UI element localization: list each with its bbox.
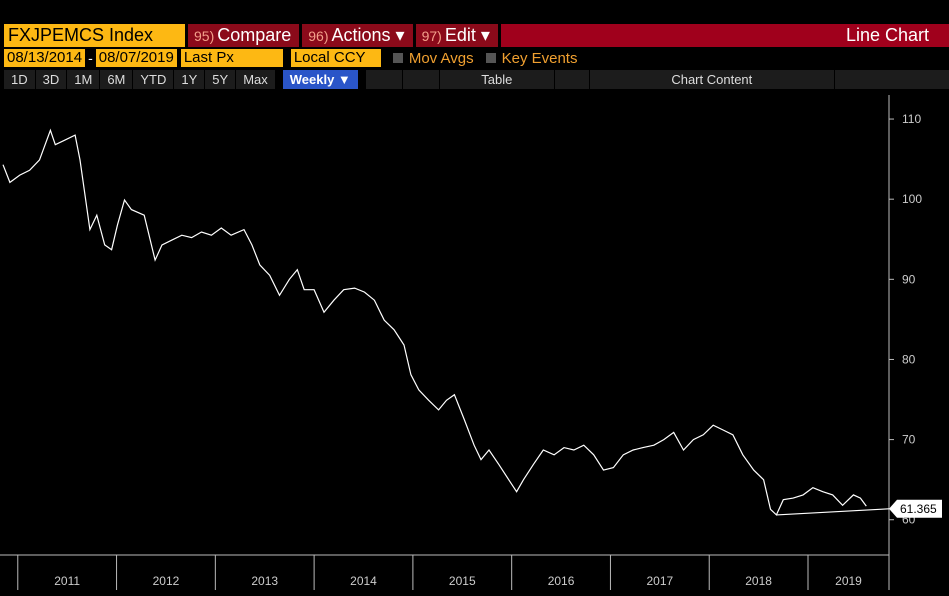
- chart-content[interactable]: Chart Content: [589, 69, 834, 89]
- field-select[interactable]: Last Px: [180, 49, 283, 67]
- view-title: Line Chart: [500, 24, 949, 47]
- x-tick-label: 2014: [350, 574, 377, 588]
- chart-type-button[interactable]: [365, 69, 402, 89]
- settings-button[interactable]: [834, 69, 949, 89]
- actions-menu[interactable]: 96) Actions ▾: [302, 24, 413, 47]
- x-tick-label: 2012: [153, 574, 180, 588]
- start-date[interactable]: 08/13/2014: [4, 49, 86, 67]
- last-value-label: 61.365: [900, 502, 937, 516]
- frequency[interactable]: Weekly ▼: [282, 69, 358, 89]
- compare-menu[interactable]: 95) Compare: [188, 24, 300, 47]
- y-tick-label: 70: [902, 433, 916, 447]
- period-button[interactable]: YTD: [133, 69, 174, 89]
- period-button[interactable]: 1M: [67, 69, 100, 89]
- ticker-field[interactable]: FXJPEMCS Index: [4, 24, 185, 47]
- header-bar: FXJPEMCS Index 95) Compare 96) Actions ▾ 9…: [0, 24, 949, 47]
- collapse-button[interactable]: [554, 69, 589, 89]
- x-tick-label: 2017: [646, 574, 673, 588]
- checkbox[interactable]: [392, 53, 403, 63]
- menu-num: 96): [308, 28, 329, 44]
- price-line: [2, 128, 867, 516]
- date-separator: -: [88, 50, 93, 66]
- period-button[interactable]: 3D: [35, 69, 67, 89]
- currency-select[interactable]: Local CCY: [290, 49, 381, 67]
- menu-label: Compare: [217, 25, 292, 45]
- edit-menu[interactable]: 97) Edit ▾: [415, 24, 498, 47]
- last-value-box: [889, 499, 942, 518]
- sort-button[interactable]: [402, 69, 439, 89]
- x-tick-label: 2011: [54, 574, 80, 588]
- y-tick-label: 60: [902, 513, 916, 527]
- menu-num: 97): [421, 28, 442, 44]
- period-button[interactable]: 1D: [4, 69, 35, 89]
- end-date[interactable]: 08/07/2019: [95, 49, 177, 67]
- x-tick-label: 2013: [251, 574, 278, 588]
- y-tick-label: 110: [902, 112, 921, 126]
- table[interactable]: Table: [439, 69, 554, 89]
- menu-label: Edit ▾: [444, 25, 490, 45]
- mov-avgs[interactable]: Mov Avgs: [408, 49, 474, 67]
- y-tick-label: 80: [902, 352, 916, 366]
- menu-label: Actions ▾: [331, 25, 405, 45]
- x-tick-label: 2019: [835, 574, 862, 588]
- key-events[interactable]: Key Events: [501, 49, 578, 67]
- period-button[interactable]: 5Y: [205, 69, 236, 89]
- settings-bar: 08/13/2014 - 08/07/2019 Last Px Local CC…: [0, 48, 949, 68]
- period-buttons: 1D 3D 1M 6M YTD 1Y 5Y Max: [3, 69, 275, 89]
- x-tick-label: 2018: [745, 574, 772, 588]
- x-tick-label: 2015: [449, 574, 476, 588]
- period-bar: 1D 3D 1M 6M YTD 1Y 5Y Max Weekly ▼ Table Chart …: [0, 69, 949, 89]
- period-button[interactable]: 6M: [100, 69, 133, 89]
- menu-num: 95): [194, 28, 215, 44]
- checkbox[interactable]: [485, 53, 496, 63]
- y-tick-label: 100: [902, 192, 922, 206]
- period-button[interactable]: Max: [236, 69, 275, 89]
- y-tick-label: 90: [902, 272, 916, 286]
- x-tick-label: 2016: [548, 574, 575, 588]
- period-button[interactable]: 1Y: [174, 69, 205, 89]
- trend-line: [776, 508, 890, 516]
